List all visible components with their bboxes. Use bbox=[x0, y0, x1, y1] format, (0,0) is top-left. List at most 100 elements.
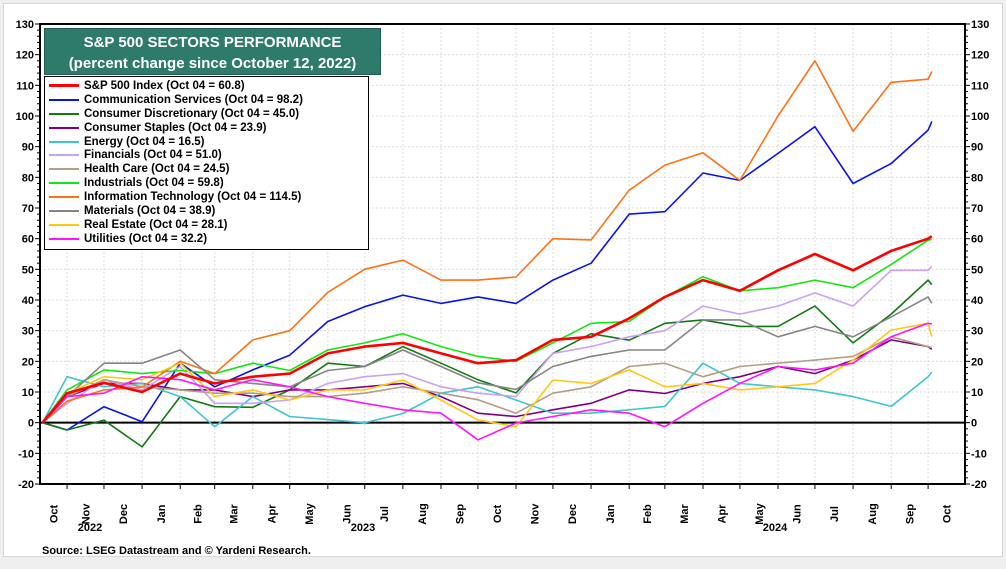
legend-swatch bbox=[49, 126, 79, 129]
legend-swatch bbox=[49, 237, 79, 240]
x-tick-label: Jul bbox=[379, 506, 391, 522]
x-tick-label: Jun bbox=[791, 504, 803, 524]
x-tick-label: Apr bbox=[266, 504, 278, 524]
x-tick-label: Aug bbox=[417, 503, 429, 524]
legend-label: Materials (Oct 04 = 38.9) bbox=[84, 204, 216, 217]
x-tick-label: Apr bbox=[716, 504, 728, 524]
legend-label: Financials (Oct 04 = 51.0) bbox=[84, 149, 222, 162]
year-label: 2022 bbox=[78, 522, 102, 534]
series-line-10 bbox=[41, 322, 933, 428]
y-tick-label-right: 90 bbox=[971, 142, 983, 154]
series-lines bbox=[41, 59, 933, 448]
y-tick-label-left: 50 bbox=[22, 264, 34, 276]
x-tick-label: Jan bbox=[156, 504, 168, 523]
legend-swatch bbox=[49, 112, 79, 115]
legend-item: Financials (Oct 04 = 51.0) bbox=[49, 148, 368, 162]
y-tick-label-left: 40 bbox=[22, 295, 34, 307]
x-tick-label: Nov bbox=[81, 503, 93, 525]
series-line-6 bbox=[41, 335, 932, 424]
y-tick-label-left: 30 bbox=[22, 326, 34, 338]
legend-item: Communication Services (Oct 04 = 98.2) bbox=[49, 93, 368, 107]
legend-label: Information Technology (Oct 04 = 114.5) bbox=[84, 191, 302, 204]
legend-swatch bbox=[49, 168, 79, 171]
y-tick-label-left: 80 bbox=[22, 172, 34, 184]
series-line-4 bbox=[41, 362, 933, 428]
x-tick-label: Oct bbox=[942, 504, 954, 523]
y-tick-label-left: 110 bbox=[16, 80, 34, 92]
year-label: 2023 bbox=[351, 522, 375, 534]
legend-label: Industrials (Oct 04 = 59.8) bbox=[84, 177, 224, 190]
legend-label: Consumer Staples (Oct 04 = 23.9) bbox=[84, 121, 267, 134]
series-line-0 bbox=[41, 235, 933, 424]
y-tick-label-left: 0 bbox=[28, 418, 34, 430]
series-line-8 bbox=[41, 59, 933, 424]
chart-title-box: S&P 500 SECTORS PERFORMANCE (percent cha… bbox=[44, 28, 381, 75]
x-tick-label: Aug bbox=[867, 503, 879, 524]
legend: S&P 500 Index (Oct 04 = 60.8) Communicati… bbox=[44, 76, 369, 250]
x-tick-label: Sep bbox=[905, 504, 917, 524]
x-tick-label: Dec bbox=[567, 504, 579, 524]
y-axis-right: -20 -10 0 10 20 30 40 50 60 70 80 90 100 110 120 130 bbox=[965, 19, 989, 491]
y-tick-label-left: 100 bbox=[16, 111, 34, 123]
series-line-1 bbox=[42, 121, 933, 431]
y-tick-label-right: 0 bbox=[971, 418, 977, 430]
series-line-5 bbox=[42, 265, 933, 424]
legend-item: S&P 500 Index (Oct 04 = 60.8) bbox=[49, 79, 368, 93]
x-tick-label: Jul bbox=[829, 506, 841, 522]
legend-swatch bbox=[49, 84, 79, 88]
legend-item: Materials (Oct 04 = 38.9) bbox=[49, 204, 368, 218]
y-tick-label-right: 50 bbox=[971, 264, 983, 276]
y-tick-label-left: -10 bbox=[18, 448, 34, 460]
x-tick-label: Dec bbox=[118, 504, 130, 524]
legend-item: Information Technology (Oct 04 = 114.5) bbox=[49, 190, 368, 204]
legend-item: Utilities (Oct 04 = 32.2) bbox=[49, 232, 368, 246]
y-tick-label-right: 130 bbox=[971, 19, 989, 31]
legend-swatch bbox=[49, 182, 79, 185]
y-tick-label-right: 120 bbox=[971, 50, 989, 62]
x-tick-label: Oct bbox=[49, 504, 61, 523]
y-axis-left: -20 -10 0 10 20 30 40 50 60 70 80 90 100 110 120 130 bbox=[16, 19, 40, 491]
legend-swatch bbox=[49, 98, 79, 101]
y-tick-label-left: -20 bbox=[18, 479, 34, 491]
y-tick-label-right: 110 bbox=[971, 80, 989, 92]
series-line-9 bbox=[41, 296, 933, 424]
legend-item: Real Estate (Oct 04 = 28.1) bbox=[49, 218, 368, 232]
y-tick-label-right: 100 bbox=[971, 111, 989, 123]
y-tick-label-right: 20 bbox=[971, 356, 983, 368]
x-tick-label: Feb bbox=[192, 504, 204, 524]
x-axis: Oct Nov Dec Jan Feb Mar Apr May Jun Jul Aug Sep Oct N… bbox=[49, 484, 954, 534]
chart-subtitle: (percent change since October 12, 2022) bbox=[68, 55, 357, 72]
x-tick-label: May bbox=[304, 502, 316, 524]
series-line-11 bbox=[41, 322, 932, 441]
legend-swatch bbox=[49, 154, 79, 157]
legend-label: Communication Services (Oct 04 = 98.2) bbox=[84, 93, 303, 106]
x-tick-label: Jun bbox=[341, 504, 353, 524]
legend-label: Consumer Discretionary (Oct 04 = 45.0) bbox=[84, 107, 300, 120]
y-tick-label-right: -20 bbox=[971, 479, 987, 491]
y-tick-label-right: 10 bbox=[971, 387, 983, 399]
legend-item: Consumer Staples (Oct 04 = 23.9) bbox=[49, 121, 368, 135]
x-tick-label: Mar bbox=[679, 504, 691, 524]
series-line-7 bbox=[41, 238, 932, 424]
y-tick-label-right: -10 bbox=[971, 448, 987, 460]
y-tick-label-left: 10 bbox=[22, 387, 34, 399]
legend-item: Consumer Discretionary (Oct 04 = 45.0) bbox=[49, 107, 368, 121]
plot-border bbox=[39, 23, 966, 485]
y-tick-label-left: 70 bbox=[22, 203, 34, 215]
legend-label: Energy (Oct 04 = 16.5) bbox=[84, 135, 205, 148]
x-tick-label: Mar bbox=[229, 504, 241, 524]
source-note: Source: LSEG Datastream and © Yardeni Re… bbox=[42, 545, 311, 557]
x-tick-label: Jan bbox=[605, 504, 617, 523]
legend-swatch bbox=[49, 140, 79, 143]
y-tick-label-left: 120 bbox=[16, 50, 34, 62]
legend-item: Energy (Oct 04 = 16.5) bbox=[49, 135, 368, 149]
y-tick-label-right: 80 bbox=[971, 172, 983, 184]
y-tick-label-left: 130 bbox=[16, 19, 34, 31]
x-tick-label: Feb bbox=[642, 504, 654, 524]
legend-label: Utilities (Oct 04 = 32.2) bbox=[84, 232, 208, 245]
x-tick-label: Nov bbox=[529, 503, 541, 525]
chart-title: S&P 500 SECTORS PERFORMANCE bbox=[83, 34, 342, 51]
y-tick-label-left: 90 bbox=[22, 142, 34, 154]
y-tick-label-right: 60 bbox=[971, 234, 983, 246]
y-tick-label-left: 60 bbox=[22, 234, 34, 246]
